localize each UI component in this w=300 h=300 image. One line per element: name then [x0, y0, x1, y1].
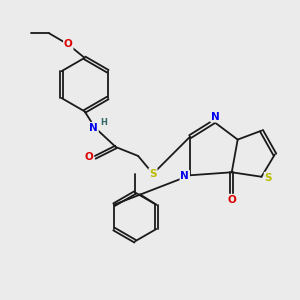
- Text: S: S: [265, 172, 272, 183]
- Text: N: N: [180, 171, 189, 181]
- Text: O: O: [64, 40, 73, 50]
- Text: N: N: [89, 123, 98, 133]
- Text: S: S: [149, 169, 157, 179]
- Text: N: N: [211, 112, 220, 122]
- Text: O: O: [85, 152, 93, 162]
- Text: O: O: [227, 195, 236, 205]
- Text: H: H: [100, 118, 107, 127]
